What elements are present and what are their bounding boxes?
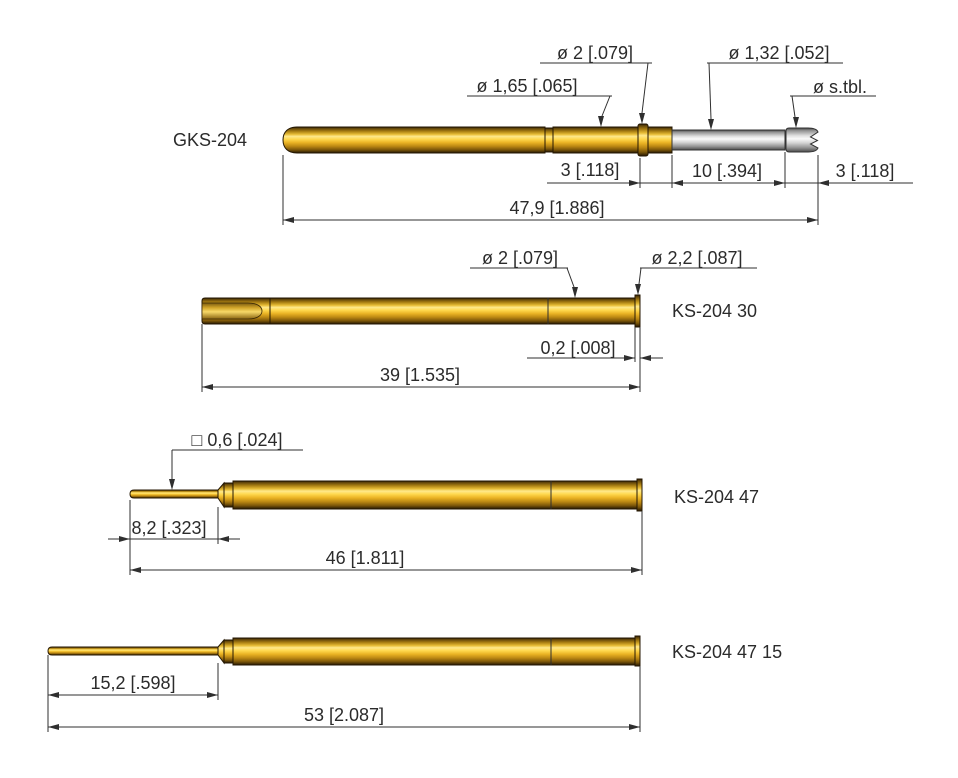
dimension-overall: 47,9 [1.886] — [282, 155, 818, 225]
dimension-row: 3 [.118] 10 [.394] 3 [.118] — [547, 152, 913, 225]
probe-ks-204-47-15: KS-204 47 15 15,2 [.598] 53 [2.087] — [47, 635, 782, 732]
callout-text: ø 2,2 [.087] — [651, 248, 742, 268]
dim-text: 47,9 [1.886] — [509, 198, 604, 218]
probe-end-ring — [634, 635, 641, 667]
probe-collar — [223, 482, 234, 508]
probe-neck — [647, 126, 673, 154]
probe-plunger — [671, 129, 786, 151]
probe-label: KS-204 47 15 — [672, 642, 782, 662]
dimension-overall: 53 [2.087] — [48, 666, 641, 732]
callout-text: ø 1,32 [.052] — [728, 43, 829, 63]
probe-needle — [47, 646, 219, 656]
callout-diameter-see-table: ø s.tbl. — [790, 77, 876, 128]
dim-text: 3 [.118] — [836, 161, 895, 181]
probe-barrel — [552, 126, 639, 154]
dim-text: 3 [.118] — [561, 160, 620, 180]
callout-diameter-2: ø 2 [.079] — [470, 248, 578, 298]
probe-crown-head — [785, 127, 819, 153]
callout-diameter-1-65: ø 1,65 [.065] — [467, 76, 612, 127]
probe-ks-204-30: KS-204 30 ø 2 [.079] ø 2,2 [.087] 0,2 [.… — [201, 248, 757, 392]
callout-diameter-1-32: ø 1,32 [.052] — [707, 43, 843, 130]
probe-barrel — [232, 480, 638, 510]
dimension-needle-length: 8,2 [.323] — [108, 500, 240, 575]
callout-diameter-2: ø 2 [.079] — [540, 43, 652, 124]
callout-text: ø 2 [.079] — [557, 43, 633, 63]
probe-label: KS-204 47 — [674, 487, 759, 507]
probe-barrel — [282, 126, 546, 154]
probe-spade-tip — [201, 302, 263, 320]
callout-diameter-2-2: ø 2,2 [.087] — [635, 248, 757, 295]
probe-collar — [223, 639, 234, 664]
probe-label: GKS-204 — [173, 130, 247, 150]
dimension-needle-length: 15,2 [.598] — [47, 655, 219, 732]
dim-text: 39 [1.535] — [380, 365, 460, 385]
dim-text: 10 [.394] — [692, 161, 762, 181]
dimension-overall: 39 [1.535] — [201, 324, 640, 392]
probe-gks-204: GKS-204 ø 2 [.079] ø 1,65 [.065] ø 1,32 … — [173, 43, 913, 225]
probe-barrel — [269, 297, 636, 325]
probe-collar — [637, 123, 649, 157]
probe-cone — [217, 481, 225, 509]
callout-text: ø s.tbl. — [813, 77, 867, 97]
dim-text: 46 [1.811] — [326, 548, 405, 568]
probe-crimp-groove — [544, 127, 554, 153]
dim-text: 0,2 [.008] — [540, 338, 615, 358]
callout-text: □ 0,6 [.024] — [192, 430, 283, 450]
dim-text: 15,2 [.598] — [90, 673, 175, 693]
dim-text: 53 [2.087] — [304, 705, 384, 725]
probe-ks-204-47: KS-204 47 □ 0,6 [.024] 8,2 [.323] 46 [1. — [108, 430, 759, 575]
dim-text: 8,2 [.323] — [131, 518, 206, 538]
probe-end-ring — [636, 478, 643, 512]
probe-cone — [217, 638, 225, 665]
dimension-overall: 46 [1.811] — [130, 511, 643, 575]
probe-end-ring — [634, 294, 641, 328]
callout-text: ø 2 [.079] — [482, 248, 558, 268]
dimension-ring-width: 0,2 [.008] — [527, 327, 663, 392]
probe-needle — [129, 489, 219, 499]
callout-text: ø 1,65 [.065] — [476, 76, 577, 96]
probe-label: KS-204 30 — [672, 301, 757, 321]
callout-square-0-6: □ 0,6 [.024] — [169, 430, 303, 490]
probe-barrel — [232, 637, 636, 666]
